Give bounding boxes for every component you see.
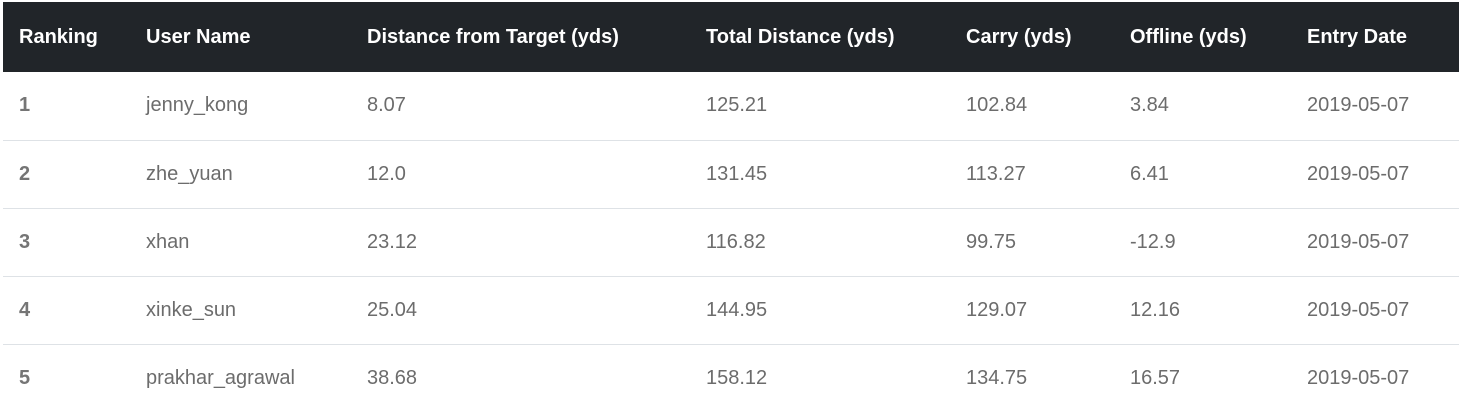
cell-user-name: xinke_sun bbox=[146, 298, 237, 321]
cell-ranking: 1 bbox=[19, 94, 31, 117]
table-header: Ranking User Name Distance from Target (… bbox=[3, 2, 1459, 72]
cell-carry: 134.75 bbox=[966, 366, 1028, 389]
cell-distance-from-target: 12.0 bbox=[367, 162, 406, 185]
header-distance-from-target: Distance from Target (yds) bbox=[367, 25, 619, 48]
header-user-name: User Name bbox=[146, 25, 251, 48]
cell-user-name: prakhar_agrawal bbox=[146, 366, 295, 389]
header-ranking: Ranking bbox=[19, 25, 98, 48]
cell-distance-from-target: 38.68 bbox=[367, 366, 418, 389]
cell-offline: -12.9 bbox=[1130, 230, 1176, 253]
cell-carry: 102.84 bbox=[966, 94, 1028, 117]
cell-offline: 3.84 bbox=[1130, 94, 1169, 117]
cell-distance-from-target: 8.07 bbox=[367, 94, 406, 117]
table-row: 4 xinke_sun 25.04 144.95 129.07 12.16 20… bbox=[3, 276, 1459, 344]
cell-total-distance: 125.21 bbox=[706, 94, 768, 117]
cell-ranking: 4 bbox=[19, 298, 31, 321]
cell-offline: 6.41 bbox=[1130, 162, 1169, 185]
cell-distance-from-target: 25.04 bbox=[367, 298, 418, 321]
cell-ranking: 5 bbox=[19, 366, 31, 389]
cell-entry-date: 2019-05-07 bbox=[1307, 298, 1410, 321]
header-entry-date: Entry Date bbox=[1307, 25, 1408, 48]
header-row: Ranking User Name Distance from Target (… bbox=[3, 2, 1459, 72]
cell-user-name: zhe_yuan bbox=[146, 162, 233, 185]
table-body: 1 jenny_kong 8.07 125.21 102.84 3.84 201… bbox=[3, 72, 1459, 412]
cell-entry-date: 2019-05-07 bbox=[1307, 230, 1410, 253]
cell-distance-from-target: 23.12 bbox=[367, 230, 418, 253]
cell-ranking: 3 bbox=[19, 230, 31, 253]
header-total-distance: Total Distance (yds) bbox=[706, 25, 895, 48]
cell-offline: 12.16 bbox=[1130, 298, 1181, 321]
cell-entry-date: 2019-05-07 bbox=[1307, 366, 1410, 389]
cell-entry-date: 2019-05-07 bbox=[1307, 162, 1410, 185]
cell-entry-date: 2019-05-07 bbox=[1307, 94, 1410, 117]
cell-user-name: jenny_kong bbox=[146, 94, 249, 117]
table-row: 5 prakhar_agrawal 38.68 158.12 134.75 16… bbox=[3, 344, 1459, 412]
cell-total-distance: 158.12 bbox=[706, 366, 768, 389]
cell-carry: 99.75 bbox=[966, 230, 1017, 253]
cell-carry: 129.07 bbox=[966, 298, 1028, 321]
header-offline: Offline (yds) bbox=[1130, 25, 1247, 48]
cell-total-distance: 144.95 bbox=[706, 298, 768, 321]
table-row: 1 jenny_kong 8.07 125.21 102.84 3.84 201… bbox=[3, 72, 1459, 140]
table-row: 3 xhan 23.12 116.82 99.75 -12.9 2019-05-… bbox=[3, 208, 1459, 276]
table-row: 2 zhe_yuan 12.0 131.45 113.27 6.41 2019-… bbox=[3, 140, 1459, 208]
cell-user-name: xhan bbox=[146, 230, 190, 253]
cell-total-distance: 116.82 bbox=[706, 230, 766, 253]
cell-carry: 113.27 bbox=[966, 162, 1026, 185]
leaderboard-table: Ranking User Name Distance from Target (… bbox=[3, 2, 1459, 412]
header-carry: Carry (yds) bbox=[966, 25, 1072, 48]
cell-total-distance: 131.45 bbox=[706, 162, 768, 185]
cell-ranking: 2 bbox=[19, 162, 31, 185]
cell-offline: 16.57 bbox=[1130, 366, 1181, 389]
